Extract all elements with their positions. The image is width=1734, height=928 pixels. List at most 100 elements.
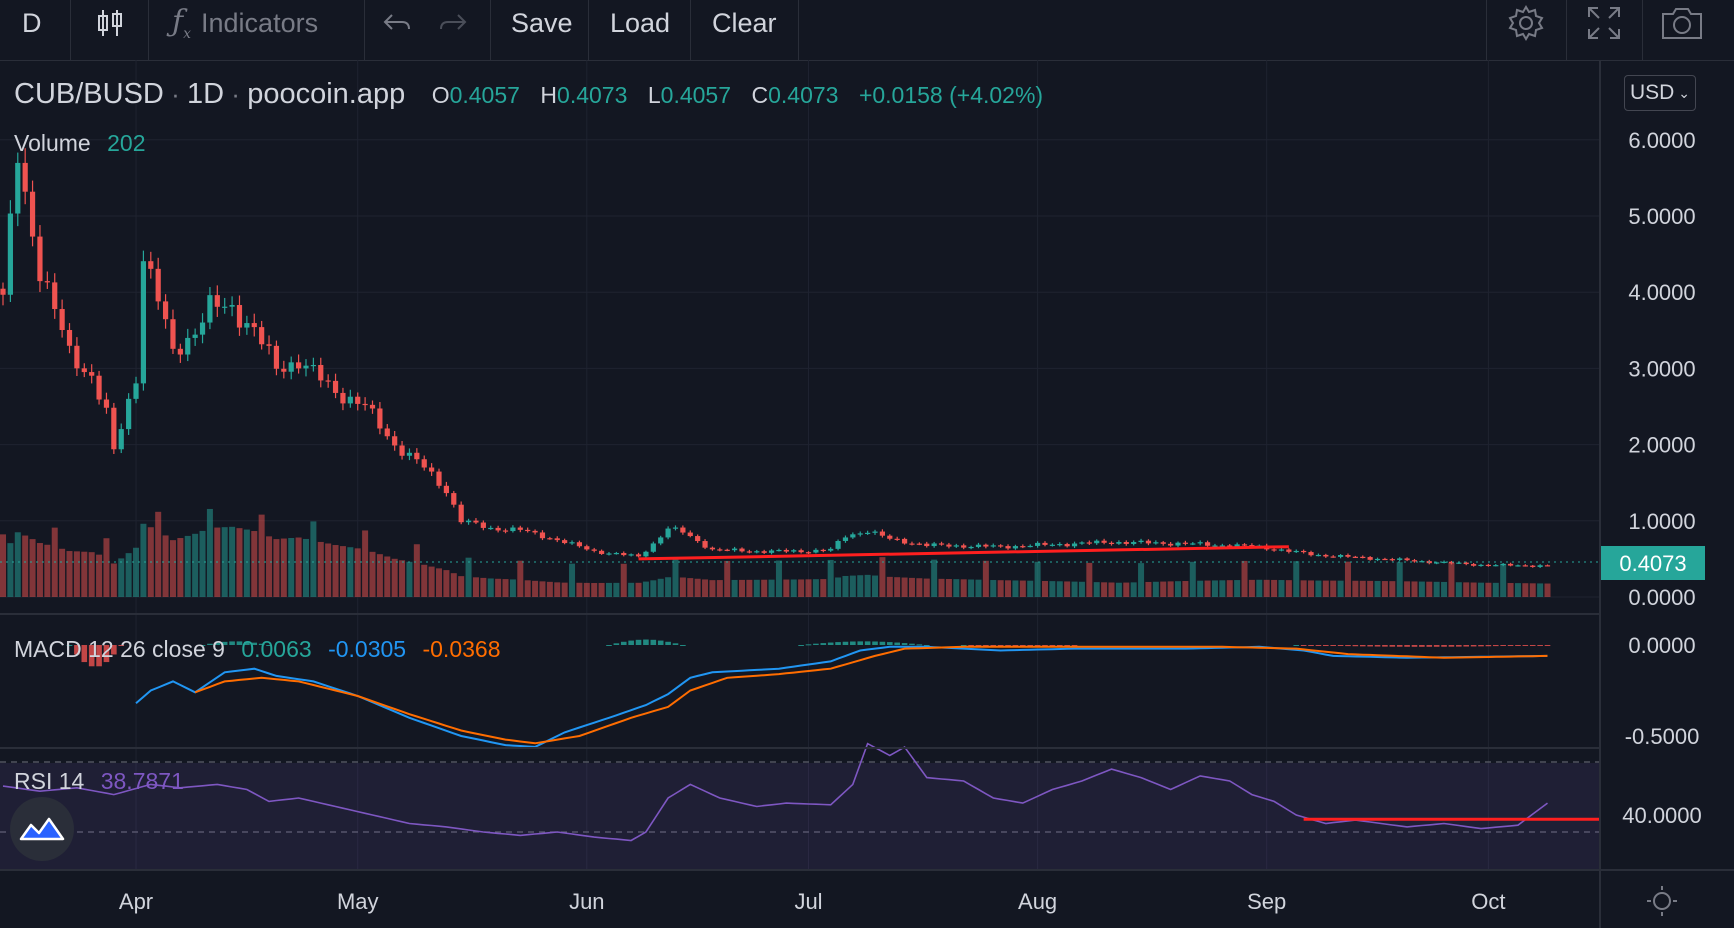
price-chart[interactable]: 6.0000 5.0000 4.0000 3.0000 2.0000 1.0000 0.00… (0, 60, 1734, 928)
macd-hist-bar (88, 645, 95, 667)
macd-hist-bar (251, 642, 258, 645)
candle-body (325, 380, 331, 382)
macd-tick-label: -0.5000 (1625, 724, 1700, 749)
volume-bar (613, 582, 620, 597)
candle-body (510, 527, 516, 532)
redo-icon[interactable] (438, 0, 468, 46)
clear-button[interactable]: Clear (712, 7, 777, 38)
macd-hist-bar (805, 644, 812, 646)
volume-bar (155, 511, 162, 597)
macd-hist-bar (1352, 645, 1359, 647)
volume-bar (931, 559, 938, 597)
gear-icon[interactable] (1506, 0, 1546, 46)
volume-bar (628, 582, 635, 597)
volume-bar (29, 539, 36, 597)
candle-body (273, 345, 280, 369)
candle-body (776, 549, 782, 552)
macd-hist-bar (628, 640, 634, 645)
candle-body (44, 281, 50, 283)
volume-bar (1041, 580, 1048, 597)
candle-body (229, 305, 235, 307)
high-value: 0.4073 (557, 82, 628, 108)
candle-body (865, 532, 871, 535)
macd-hist-bar (990, 645, 997, 647)
candle-body (148, 261, 154, 269)
candle-body (1522, 565, 1528, 567)
volume-bar (465, 557, 472, 597)
volume-bar (206, 508, 213, 597)
toolbar-divider (1566, 0, 1567, 60)
macd-hist-bar (857, 641, 864, 645)
volume-bar (945, 579, 952, 597)
volume-bar (1123, 582, 1130, 597)
macd-hist-bar (1456, 645, 1462, 647)
rsi-lines (2, 742, 1548, 842)
volume-bar (22, 535, 29, 597)
volume-bar (73, 551, 80, 597)
macd-hist-bar (1507, 645, 1514, 646)
candle-body (946, 544, 952, 547)
crosshair-settings-icon[interactable] (1647, 886, 1677, 916)
volume-bar (820, 579, 827, 597)
volume-bar (1441, 581, 1448, 597)
candle-body (244, 323, 250, 328)
candle-body (192, 334, 198, 338)
support-trendline (638, 545, 1289, 561)
toolbar-divider (490, 0, 491, 60)
volume-bar (1256, 579, 1263, 597)
undo-icon[interactable] (382, 0, 412, 46)
volume-bar (266, 536, 273, 597)
price-tick-label: 6.0000 (1628, 128, 1695, 153)
volume-bar (1500, 563, 1507, 597)
indicators-button[interactable]: ƒx Indicators (172, 0, 318, 46)
candle-body (658, 537, 664, 544)
macd-hist-bar (960, 645, 967, 646)
volume-bar (14, 532, 21, 597)
macd-label: MACD 12 26 close 9 (14, 636, 225, 662)
symbol-name[interactable]: CUB/BUSD (14, 78, 164, 110)
candle-body (1249, 545, 1255, 547)
candle-style-icon[interactable] (96, 0, 124, 46)
save-button[interactable]: Save (511, 7, 573, 38)
load-button[interactable]: Load (610, 7, 671, 38)
camera-icon[interactable] (1660, 0, 1704, 46)
candle-body (177, 348, 183, 355)
close-value: 0.4073 (768, 82, 839, 108)
volume-bar (605, 582, 612, 597)
macd-hist-bar (665, 641, 671, 645)
volume-bar (1448, 563, 1455, 597)
volume-bar (450, 573, 457, 597)
candle-body (828, 548, 834, 551)
volume-bar (842, 575, 849, 597)
rsi-line (2, 742, 1548, 842)
candle-body (1175, 542, 1181, 546)
candle-body (347, 396, 353, 404)
macd-hist-bar (620, 641, 627, 645)
candle-body (1345, 554, 1351, 557)
volume-bar (872, 575, 879, 597)
candle-body (369, 404, 376, 409)
tradingview-logo-icon[interactable] (10, 797, 74, 861)
candle-body (938, 543, 945, 545)
axis-labels: 6.0000 5.0000 4.0000 3.0000 2.0000 1.0000 0.00… (119, 128, 1702, 914)
currency-select[interactable]: USD ⌄ (1624, 75, 1696, 111)
fullscreen-icon[interactable] (1586, 0, 1622, 46)
volume-bar (332, 545, 339, 597)
volume-bar (177, 538, 184, 597)
volume-bar (1064, 581, 1071, 597)
candle-body (103, 399, 110, 408)
volume-bar (7, 543, 14, 597)
volume-bar (746, 579, 753, 597)
volume-bar (81, 551, 88, 597)
candle-body (429, 467, 435, 472)
macd-hist-bar (1064, 645, 1070, 646)
candle-body (990, 545, 996, 547)
volume-bar (1234, 580, 1241, 597)
macd-hist-bar (1492, 645, 1499, 647)
candle-body (236, 305, 243, 328)
interval-button[interactable]: D (22, 7, 42, 38)
symbol-legend: CUB/BUSD · 1D · poocoin.app O0.4057 H0.4… (14, 78, 1044, 110)
candle-body (207, 295, 213, 323)
volume-bar (635, 582, 642, 597)
volume-bar (975, 579, 982, 597)
